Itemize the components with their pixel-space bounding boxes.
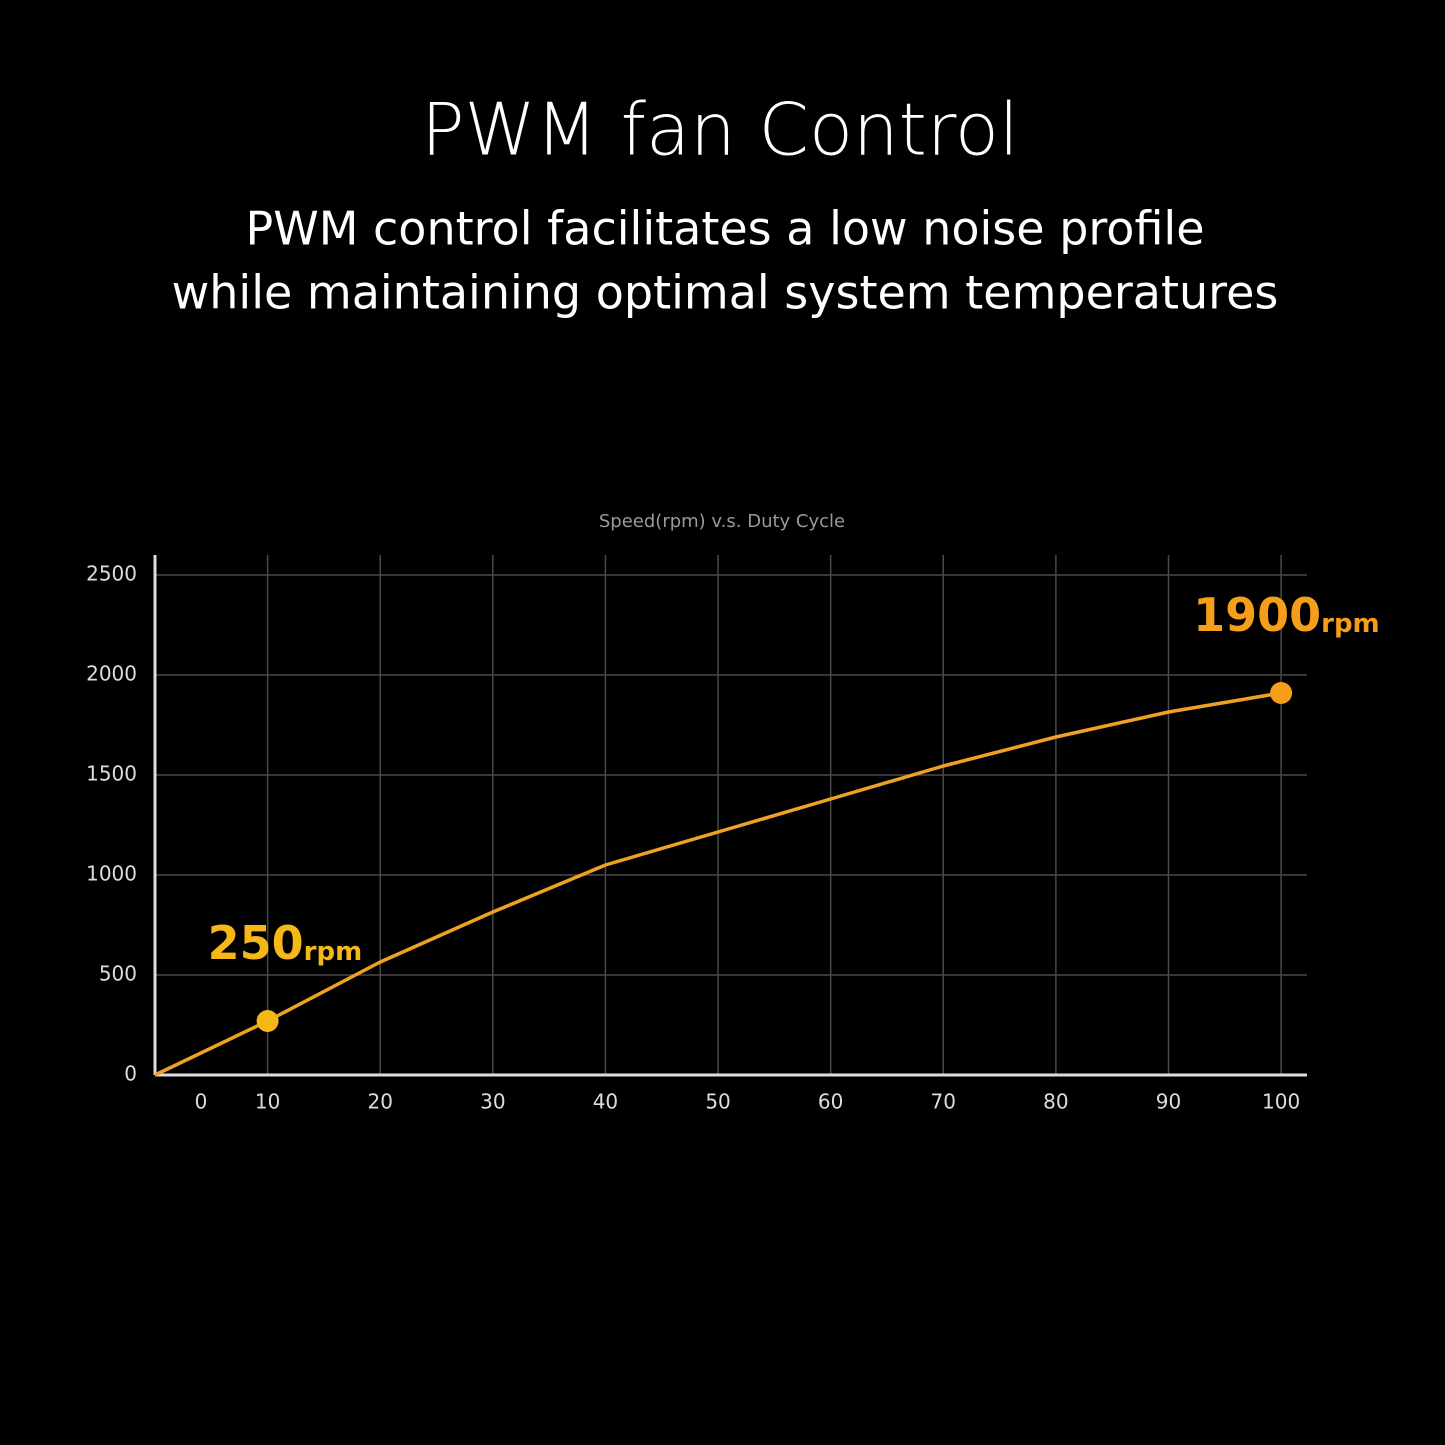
- x-tick-label: 100: [1262, 1090, 1300, 1114]
- annotation-unit: rpm: [304, 937, 363, 967]
- annotation: 1900rpm: [1193, 588, 1380, 642]
- annotation-unit: rpm: [1321, 609, 1380, 639]
- annotation: 250rpm: [208, 916, 363, 970]
- title: PWM fan Control: [421, 88, 1019, 172]
- x-tick-label: 10: [255, 1090, 280, 1114]
- subtitle: while maintaining optimal system tempera…: [172, 266, 1279, 320]
- x-tick-label: 50: [705, 1090, 730, 1114]
- x-tick-label: 70: [931, 1090, 956, 1114]
- annotation-value: 1900: [1193, 588, 1321, 642]
- x-tick-label: 90: [1156, 1090, 1181, 1114]
- x-tick-label: 40: [593, 1090, 618, 1114]
- x-tick-label: 0: [195, 1090, 208, 1114]
- y-tick-label: 0: [124, 1062, 137, 1086]
- line: [154, 691, 1282, 1077]
- y-tick-label: 1500: [86, 762, 137, 786]
- chart-title: Speed(rpm) v.s. Duty Cycle: [599, 511, 845, 532]
- subtitle: PWM control facilitates a low noise prof…: [245, 202, 1204, 256]
- point-marker: [1270, 682, 1293, 704]
- x-tick-label: 30: [480, 1090, 505, 1114]
- x-tick-label: 20: [367, 1090, 392, 1114]
- y-tick-label: 2500: [86, 562, 137, 586]
- y-tick-label: 2000: [86, 662, 137, 686]
- x-tick-label: 80: [1043, 1090, 1068, 1114]
- y-tick-label: 500: [99, 962, 137, 986]
- point-marker: [256, 1010, 279, 1032]
- y-tick-label: 1000: [86, 862, 137, 886]
- x-tick-label: 60: [818, 1090, 843, 1114]
- annotation-value: 250: [208, 916, 304, 970]
